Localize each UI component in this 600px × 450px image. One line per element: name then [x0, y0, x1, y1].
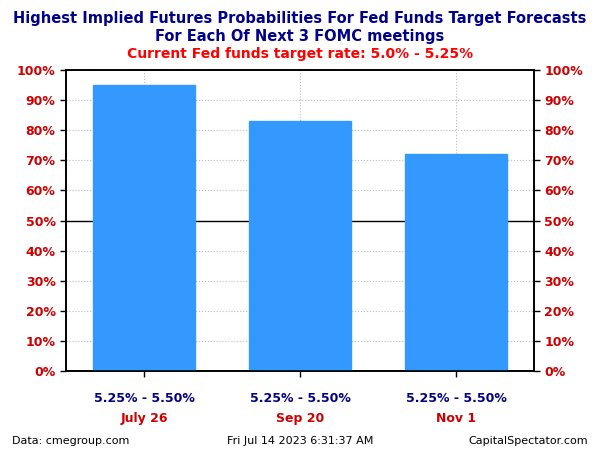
Text: 5.25% - 5.50%: 5.25% - 5.50%: [94, 392, 194, 405]
Text: Data: cmegroup.com: Data: cmegroup.com: [12, 436, 130, 446]
Text: 5.25% - 5.50%: 5.25% - 5.50%: [250, 392, 350, 405]
Bar: [406, 154, 506, 371]
Bar: [94, 85, 194, 371]
Text: 5.25% - 5.50%: 5.25% - 5.50%: [406, 392, 506, 405]
Text: Fri Jul 14 2023 6:31:37 AM: Fri Jul 14 2023 6:31:37 AM: [227, 436, 373, 446]
Bar: [250, 121, 351, 371]
Text: Current Fed funds target rate: 5.0% - 5.25%: Current Fed funds target rate: 5.0% - 5.…: [127, 47, 473, 61]
Text: Nov 1: Nov 1: [436, 412, 476, 425]
Text: For Each Of Next 3 FOMC meetings: For Each Of Next 3 FOMC meetings: [155, 29, 445, 44]
Text: CapitalSpectator.com: CapitalSpectator.com: [469, 436, 588, 446]
Text: Highest Implied Futures Probabilities For Fed Funds Target Forecasts: Highest Implied Futures Probabilities Fo…: [13, 11, 587, 26]
Text: July 26: July 26: [120, 412, 168, 425]
Text: Sep 20: Sep 20: [276, 412, 324, 425]
